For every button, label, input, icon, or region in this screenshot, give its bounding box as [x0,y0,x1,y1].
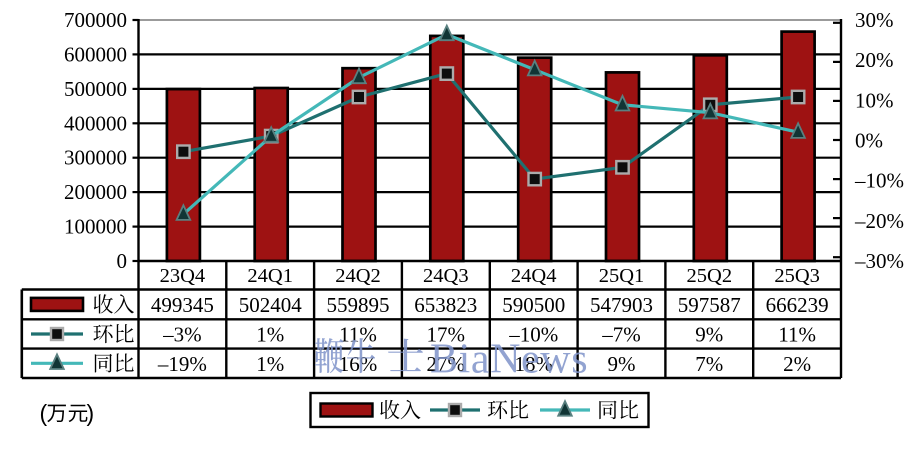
svg-text:): ) [87,400,95,426]
svg-text:10%: 10% [855,88,894,112]
svg-text:24Q3: 24Q3 [423,265,469,287]
svg-text:1%: 1% [256,323,284,347]
svg-text:–19%: –19% [157,352,207,376]
svg-text:7%: 7% [695,352,723,376]
svg-text:24Q4: 24Q4 [511,265,557,287]
svg-text:547903: 547903 [590,293,653,317]
svg-text:11%: 11% [778,323,816,347]
svg-text:2%: 2% [783,352,811,376]
svg-text:666239: 666239 [766,293,829,317]
svg-text:502404: 502404 [239,293,303,317]
svg-text:16%: 16% [339,352,378,376]
svg-text:30%: 30% [855,8,894,32]
svg-text:(: ( [40,400,48,426]
svg-text:499345: 499345 [151,293,214,317]
svg-text:25Q2: 25Q2 [687,265,733,287]
svg-text:600000: 600000 [64,42,127,66]
svg-text:–30%: –30% [854,249,904,273]
svg-text:BiaNews: BiaNews [430,337,588,383]
svg-text:24Q1: 24Q1 [247,265,293,287]
svg-text:–3%: –3% [162,323,202,347]
svg-text:9%: 9% [608,352,636,376]
svg-text:1%: 1% [256,352,284,376]
svg-text:0%: 0% [855,129,883,153]
svg-text:17%: 17% [427,323,466,347]
svg-text:653823: 653823 [414,293,477,317]
svg-text:–20%: –20% [854,209,904,233]
svg-text:0: 0 [117,249,128,273]
svg-text:25Q3: 25Q3 [774,265,820,287]
svg-text:200000: 200000 [64,180,127,204]
svg-text:300000: 300000 [64,146,127,170]
svg-text:597587: 597587 [678,293,741,317]
svg-text:–7%: –7% [601,323,641,347]
svg-text:18%: 18% [514,352,553,376]
svg-text:590500: 590500 [502,293,565,317]
svg-text:24Q2: 24Q2 [335,265,381,287]
svg-text:9%: 9% [695,323,723,347]
svg-text:500000: 500000 [64,77,127,101]
svg-text:25Q1: 25Q1 [599,265,645,287]
svg-text:–10%: –10% [508,323,558,347]
svg-text:700000: 700000 [64,8,127,32]
svg-text:27%: 27% [427,352,466,376]
svg-text:559895: 559895 [327,293,390,317]
svg-text:20%: 20% [855,48,894,72]
svg-text:23Q4: 23Q4 [160,265,206,287]
svg-text:400000: 400000 [64,111,127,135]
svg-text:100000: 100000 [64,215,127,239]
svg-text:–10%: –10% [854,169,904,193]
svg-text:11%: 11% [339,323,377,347]
